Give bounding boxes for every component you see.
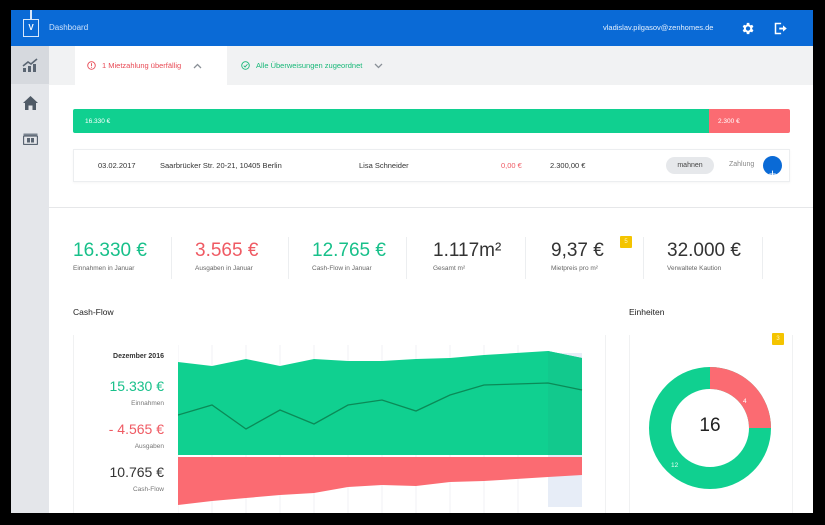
app-window: V Dashboard vladislav.pilgasov@zenhomes.… [11,10,813,513]
stat-divider [762,237,763,279]
chart-icon [22,58,38,72]
cashflow-chart[interactable] [178,345,584,513]
sidebar-item-properties[interactable] [11,84,49,122]
units-donut-chart[interactable] [647,365,773,491]
tab-label: 1 Mietzahlung überfällig [102,61,182,70]
stat-label: Verwaltete Kaution [667,265,722,272]
units-occupied-label: 12 [671,462,679,469]
net-value: 10.765 € [109,464,165,480]
logo-stem [30,10,32,19]
cashflow-month: Dezember 2016 [113,353,164,360]
payment-tenant: Lisa Schneider [359,161,409,170]
stat-divider [288,237,289,279]
chevron-up-icon [193,63,202,68]
add-payment-label: Zahlung [729,161,755,168]
payment-date: 03.02.2017 [98,161,136,170]
cashflow-legend: Dezember 2016 15.330 € Einnahmen - 4.565… [74,335,164,513]
alert-circle-icon [87,61,96,70]
income-value: 15.330 € [109,378,165,394]
home-icon [22,96,38,110]
payment-due-amount: 2.300,00 € [550,161,586,170]
stat-label: Mietpreis pro m² [551,265,598,272]
chevron-down-icon [374,63,383,68]
stat-label: Cash-Flow in Januar [312,265,372,272]
stat-divider [406,237,407,279]
section-divider [49,207,813,208]
rent-progress-bar: 16.330 € 2.300 € [73,109,790,133]
logout-button[interactable] [770,18,790,38]
stat-total-area: 1.117m² Gesamt m² [433,240,533,272]
logo[interactable]: V [23,19,39,37]
stat-value: 3.565 € [195,240,259,261]
overdue-payment-row[interactable]: 03.02.2017 Saarbrücker Str. 20-21, 10405… [73,149,790,182]
stat-label: Einnahmen in Januar [73,265,135,272]
tab-label: Alle Überweisungen zugeordnet [256,61,363,70]
stat-value: 1.117m² [433,240,502,261]
sidebar-item-payments[interactable] [11,120,49,158]
units-total: 16 [699,415,721,436]
units-title: Einheiten [629,307,665,317]
stat-cashflow: 12.765 € Cash-Flow in Januar [312,240,412,272]
stat-rent-per-sqm: 9,37 € Mietpreis pro m² [551,240,651,272]
stat-value: 16.330 € [73,240,147,261]
sidebar-item-analytics[interactable] [11,46,49,84]
income-label: Einnahmen [131,400,164,407]
open-segment: 2.300 € [709,109,790,133]
stat-divider [643,237,644,279]
stat-value: 12.765 € [312,240,386,261]
user-email[interactable]: vladislav.pilgasov@zenhomes.de [603,23,714,32]
tab-transfers-assigned[interactable]: Alle Überweisungen zugeordnet [241,46,421,85]
main-content: 16.330 € 2.300 € 03.02.2017 Saarbrücker … [49,85,813,513]
stat-value: 32.000 € [667,240,741,261]
remind-button[interactable]: mahnen [666,157,714,174]
net-label: Cash-Flow [132,486,164,493]
sidebar [11,46,49,513]
stat-divider [525,237,526,279]
money-icon [22,133,38,145]
cashflow-title: Cash-Flow [73,307,114,317]
check-circle-icon [241,61,250,70]
units-panel: 3 16 4 12 [629,333,793,513]
payment-paid-amount: 0,00 € [501,161,522,170]
units-badge[interactable]: 3 [772,333,784,345]
page-title: Dashboard [49,23,89,32]
settings-button[interactable] [737,18,757,38]
stat-deposit: 32.000 € Verwaltete Kaution [667,240,767,272]
gear-icon [742,22,753,34]
tab-overdue-rent[interactable]: 1 Mietzahlung überfällig [75,46,227,85]
stat-label: Gesamt m² [433,265,466,272]
stat-expenses: 3.565 € Ausgaben in Januar [195,240,295,272]
top-bar: V Dashboard vladislav.pilgasov@zenhomes.… [11,10,813,46]
rent-badge[interactable]: 5 [620,236,632,248]
payment-address: Saarbrücker Str. 20-21, 10405 Berlin [160,161,282,170]
add-payment-button[interactable]: + [763,156,782,180]
stat-divider [171,237,172,279]
alert-tabs: 1 Mietzahlung überfällig Alle Überweisun… [49,46,813,85]
expense-value: - 4.565 € [108,421,164,437]
stat-value: 9,37 € [551,240,604,261]
cashflow-panel: Dezember 2016 15.330 € Einnahmen - 4.565… [73,335,606,513]
units-vacant-label: 4 [743,398,747,405]
expense-label: Ausgaben [134,443,164,450]
stat-label: Ausgaben in Januar [195,265,253,272]
stat-income: 16.330 € Einnahmen in Januar [73,240,173,272]
plus-icon: + [768,166,777,181]
logout-icon [774,22,787,34]
paid-segment: 16.330 € [73,109,709,133]
